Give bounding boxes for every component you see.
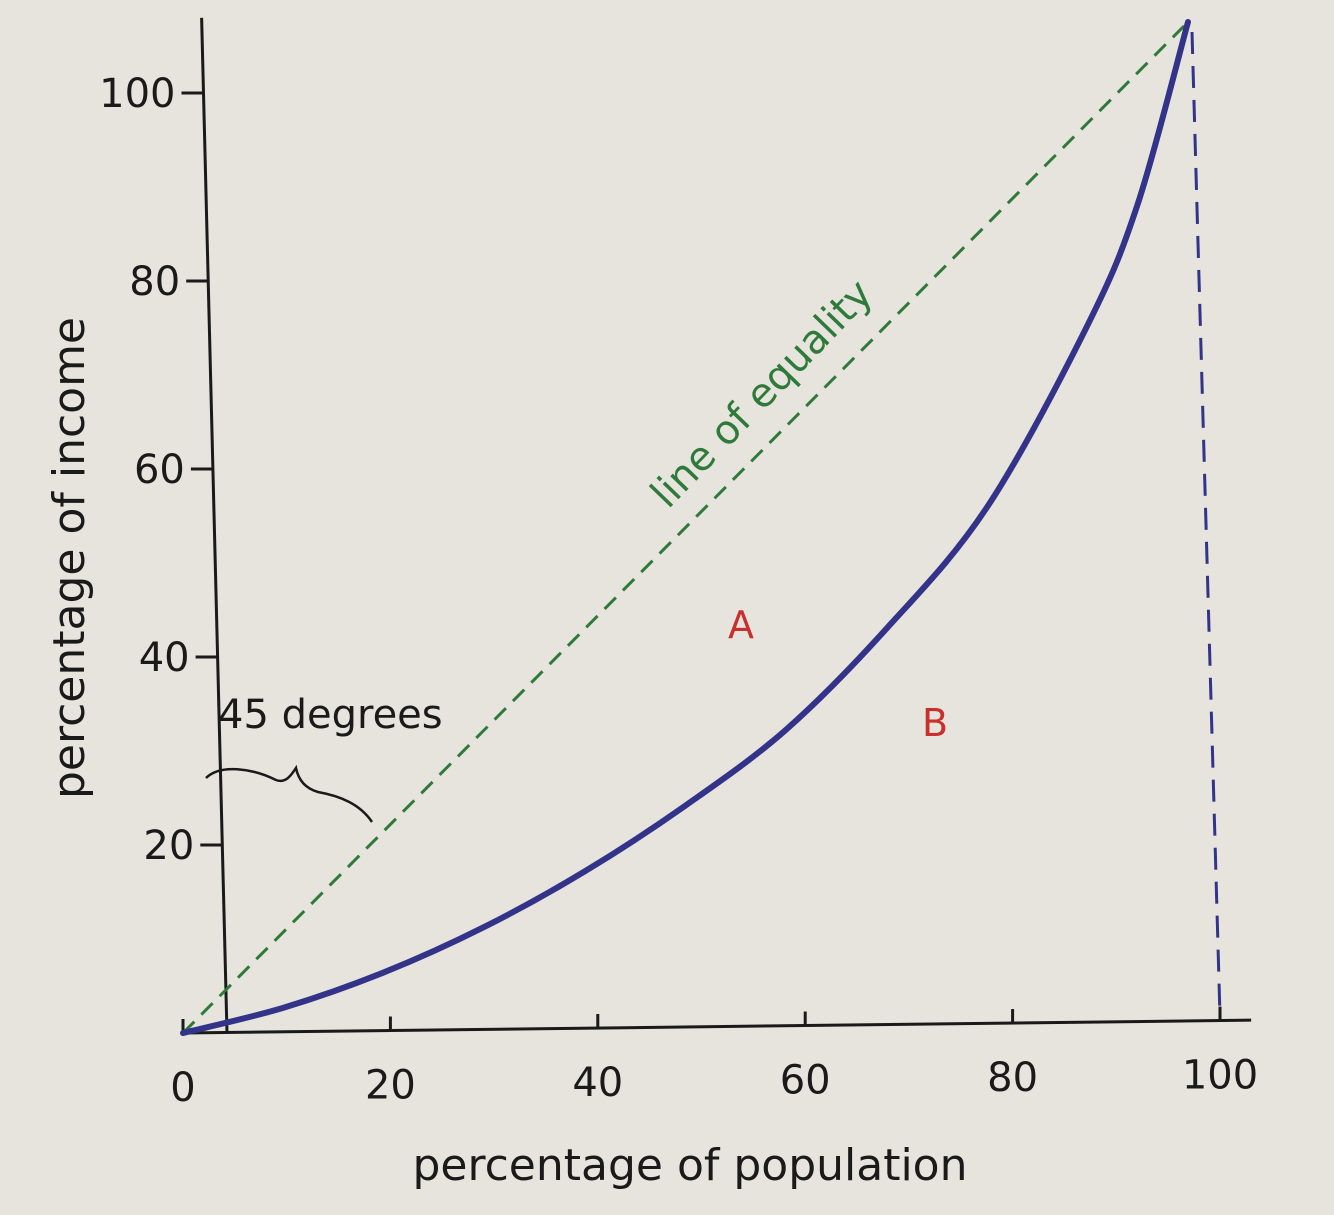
y-axis-label: percentage of income [44, 317, 95, 799]
x-tick-label: 0 [170, 1065, 195, 1111]
y-tick-label: 100 [99, 71, 175, 117]
x-tick-label: 80 [987, 1055, 1038, 1101]
y-ticks: 20 40 60 80 100 [99, 71, 223, 869]
x-tick-label: 20 [365, 1063, 416, 1109]
lorenz-curve [180, 19, 1191, 1036]
area-b-label: B [922, 701, 948, 745]
y-tick-label: 80 [129, 259, 180, 305]
x-ticks: 0 20 40 60 80 100 [170, 1006, 1258, 1111]
x-axis [182, 1018, 1252, 1035]
x-axis-label: percentage of population [412, 1140, 967, 1191]
x-tick-label: 60 [780, 1058, 831, 1104]
y-axis [200, 17, 229, 1034]
line-of-equality [181, 20, 1190, 1035]
angle-annotation: 45 degrees [218, 692, 443, 738]
y-tick-label: 60 [134, 447, 185, 493]
x-tick-label: 100 [1182, 1053, 1258, 1099]
y-tick-label: 40 [139, 635, 190, 681]
area-a-label: A [728, 603, 754, 647]
vertical-dashed-line [1190, 31, 1222, 1017]
line-of-equality-label: line of equality [642, 271, 882, 517]
y-tick-label: 20 [143, 823, 194, 869]
x-tick-label: 40 [572, 1060, 623, 1106]
angle-brace [205, 764, 374, 823]
